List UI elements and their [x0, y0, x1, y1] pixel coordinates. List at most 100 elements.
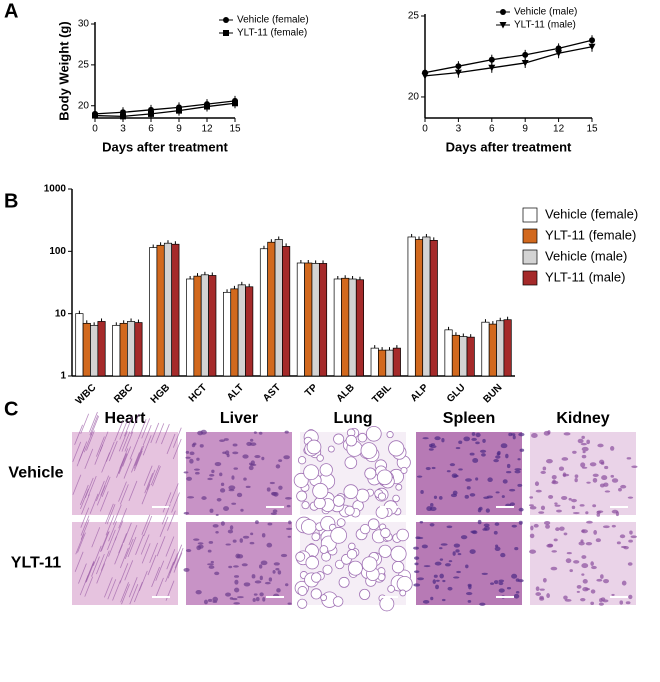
bar [503, 319, 512, 377]
cell [422, 600, 430, 604]
bar [208, 275, 217, 377]
cell [430, 445, 437, 449]
cell [495, 455, 501, 459]
cell [447, 586, 453, 591]
fiber [85, 560, 95, 581]
column-label: Heart [105, 410, 147, 427]
cell [243, 477, 247, 481]
bar [97, 321, 106, 377]
legend-marker [223, 17, 229, 23]
cell [506, 470, 512, 474]
cell [455, 446, 461, 450]
cell [530, 525, 534, 531]
bar [156, 244, 165, 377]
cell [234, 587, 240, 593]
histology-image [416, 432, 525, 515]
cell [275, 464, 281, 469]
cell [506, 463, 511, 469]
cell [493, 530, 498, 535]
cell [577, 438, 584, 444]
x-tick-label: BUN [481, 382, 504, 405]
cell [236, 596, 244, 599]
cell [513, 593, 520, 599]
cell [581, 454, 587, 459]
cell [581, 563, 589, 569]
alveolus [319, 545, 329, 554]
fiber [133, 581, 143, 603]
fiber [169, 553, 178, 574]
cell [456, 570, 461, 574]
cell [511, 573, 518, 579]
cell [581, 573, 585, 576]
cell [444, 563, 451, 567]
fiber [122, 446, 132, 467]
fiber [140, 534, 150, 555]
cell [581, 446, 589, 452]
cell [183, 567, 190, 572]
alveolus [365, 425, 382, 442]
cell [599, 483, 605, 488]
y-tick-label: 100 [49, 246, 66, 257]
cell [214, 571, 220, 576]
bar [459, 336, 468, 377]
cell [467, 599, 472, 603]
fiber [123, 458, 133, 479]
cell [207, 477, 213, 481]
y-tick-label: 25 [78, 60, 90, 71]
alveolus [357, 432, 368, 443]
cell [430, 503, 434, 507]
fiber [78, 563, 87, 584]
alveolus [332, 596, 344, 607]
fiber [81, 494, 90, 515]
bar [112, 324, 121, 377]
cell [225, 543, 231, 546]
cell [233, 602, 240, 605]
cell [501, 495, 505, 499]
cell [610, 446, 615, 451]
cell [582, 586, 589, 592]
cell [590, 589, 596, 594]
legend-label: Vehicle (male) [514, 7, 577, 18]
bar [466, 336, 475, 377]
fiber [147, 554, 157, 576]
alveolus [338, 576, 350, 588]
cell [209, 508, 214, 513]
bar [282, 246, 291, 377]
fiber [96, 436, 105, 457]
cell [582, 450, 586, 454]
cell [285, 496, 292, 500]
cell [439, 558, 444, 561]
cell [481, 572, 488, 575]
marker [488, 64, 496, 72]
cell [269, 481, 275, 485]
cell [596, 578, 603, 582]
cell [272, 569, 276, 574]
cell [249, 442, 257, 446]
cell [571, 498, 577, 503]
legend-label: Vehicle (male) [545, 248, 627, 263]
alveolus [343, 484, 359, 499]
alveolus [359, 588, 371, 600]
cell [496, 452, 501, 456]
cell [569, 569, 573, 573]
cell [235, 553, 241, 559]
cell [193, 538, 200, 541]
fiber [87, 475, 97, 497]
fiber [100, 531, 110, 552]
column-label: Lung [333, 410, 372, 427]
x-tick-label: 0 [422, 124, 428, 135]
cell [500, 552, 506, 558]
fiber [144, 473, 154, 494]
cell [563, 532, 568, 536]
cell [183, 511, 190, 515]
cell [585, 541, 593, 546]
fiber [119, 419, 129, 440]
cell [231, 475, 235, 480]
cell [250, 532, 254, 536]
column-label: Liver [220, 410, 258, 427]
cell [626, 457, 632, 460]
legend-label: YLT-11 (female) [545, 227, 636, 242]
column-label: Spleen [443, 410, 495, 427]
x-tick-label: 15 [586, 124, 598, 135]
x-axis-label: Days after treatment [446, 139, 572, 154]
